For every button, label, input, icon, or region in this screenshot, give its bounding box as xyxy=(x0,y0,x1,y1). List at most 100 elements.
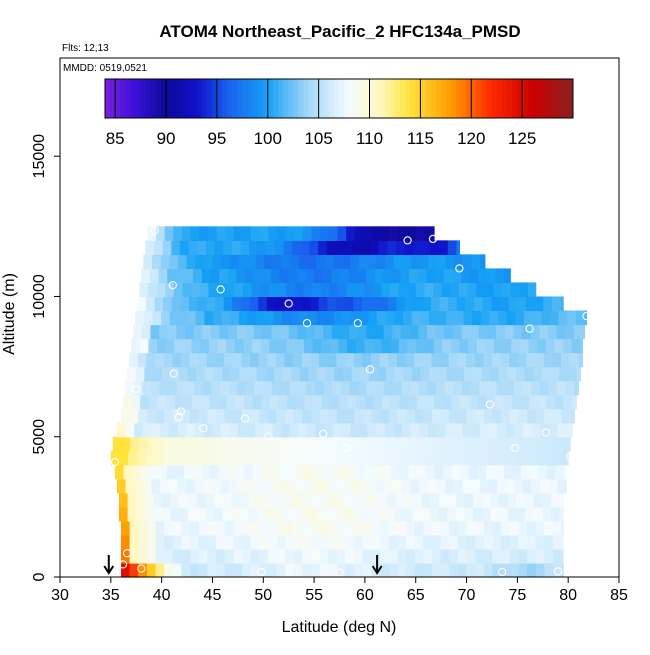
heatmap-cell xyxy=(322,268,332,284)
heatmap-cell xyxy=(509,534,519,550)
heatmap-cell xyxy=(190,520,200,536)
heatmap-cell xyxy=(353,296,363,312)
heatmap-cell xyxy=(313,464,323,480)
heatmap-cell xyxy=(406,562,416,578)
heatmap-cell xyxy=(362,520,373,536)
heatmap-cell xyxy=(336,562,347,578)
heatmap-cell xyxy=(481,366,491,382)
heatmap-cell xyxy=(216,520,226,536)
heatmap-cell xyxy=(496,324,506,340)
heatmap-cell xyxy=(349,324,359,340)
heatmap-cell xyxy=(327,352,338,368)
heatmap-cell xyxy=(470,380,480,396)
heatmap-cell xyxy=(280,380,290,396)
heatmap-cell xyxy=(531,422,541,438)
heatmap-cell xyxy=(242,436,252,452)
heatmap-cell xyxy=(205,506,215,522)
heatmap-cell xyxy=(437,254,447,270)
heatmap-cell xyxy=(414,520,424,536)
heatmap-cell xyxy=(465,296,475,312)
heatmap-cell xyxy=(121,436,131,452)
heatmap-cell xyxy=(164,520,174,536)
heatmap-cell xyxy=(468,394,478,410)
heatmap-cell xyxy=(395,506,405,522)
heatmap-cell xyxy=(278,394,288,410)
heatmap-cell xyxy=(552,520,563,536)
heatmap-cell xyxy=(396,352,407,368)
heatmap-cell xyxy=(112,436,123,452)
heatmap-cell xyxy=(371,408,381,424)
colorbar-swatch xyxy=(242,79,248,118)
heatmap-cell xyxy=(352,506,362,522)
heatmap-cell xyxy=(335,240,345,255)
heatmap-cell xyxy=(540,478,550,494)
y-tick-label: 10000 xyxy=(31,274,48,319)
heatmap-cell xyxy=(284,352,294,368)
heatmap-cell xyxy=(492,548,502,564)
heatmap-cell xyxy=(451,464,462,480)
colorbar-swatch xyxy=(456,79,462,118)
heatmap-cell xyxy=(336,548,347,564)
heatmap-cell xyxy=(156,282,166,298)
heatmap-cell xyxy=(384,478,394,494)
heatmap-cell xyxy=(356,394,366,410)
heatmap-cell xyxy=(433,338,443,354)
heatmap-cell xyxy=(457,562,468,578)
heatmap-cell xyxy=(171,240,181,255)
heatmap-cell xyxy=(440,408,450,424)
heatmap-cell xyxy=(371,352,381,368)
heatmap-cell xyxy=(416,394,426,410)
heatmap-cell xyxy=(250,408,260,424)
heatmap-cell xyxy=(474,352,484,368)
heatmap-cell xyxy=(285,520,295,536)
sample-point xyxy=(216,285,225,294)
heatmap-cell xyxy=(159,324,169,340)
heatmap-cell xyxy=(535,548,545,564)
heatmap-cell xyxy=(277,282,287,298)
heatmap-cell xyxy=(259,562,269,578)
heatmap-cell xyxy=(196,366,206,382)
heatmap-cell xyxy=(567,366,577,382)
heatmap-cell xyxy=(449,436,460,452)
heatmap-cell xyxy=(535,562,545,578)
colorbar-swatch xyxy=(364,79,371,118)
heatmap-cell xyxy=(515,366,526,382)
heatmap-cell xyxy=(485,394,496,410)
heatmap-cell xyxy=(529,394,539,410)
heatmap-cell xyxy=(333,254,343,270)
heatmap-cell xyxy=(454,254,464,270)
heatmap-cell xyxy=(138,436,149,452)
heatmap-cell xyxy=(172,352,182,368)
heatmap-cell xyxy=(426,268,436,284)
heatmap-cell xyxy=(285,548,295,564)
heatmap-cell xyxy=(442,394,452,410)
heatmap-cell xyxy=(442,338,452,354)
heatmap-cell xyxy=(561,408,571,424)
heatmap-cell xyxy=(283,506,293,522)
heatmap-cell xyxy=(440,352,450,368)
heatmap-cell xyxy=(236,268,246,284)
heatmap-cell xyxy=(151,254,162,270)
heatmap-cell xyxy=(567,310,577,326)
colorbar-swatch xyxy=(313,79,320,118)
heatmap-cell xyxy=(440,562,450,578)
heatmap-cell xyxy=(418,380,429,396)
heatmap-cell xyxy=(182,282,192,298)
heatmap-cell xyxy=(402,422,412,438)
heatmap-cell xyxy=(214,240,224,255)
heatmap-cell xyxy=(275,296,285,312)
heatmap-cell xyxy=(473,450,483,466)
heatmap-cell xyxy=(449,408,459,424)
heatmap-cell xyxy=(252,338,262,354)
heatmap-cell xyxy=(286,282,296,298)
colorbar-swatch xyxy=(333,79,340,118)
heatmap-cell xyxy=(367,422,377,438)
heatmap-cell xyxy=(413,296,423,312)
chart-title: ATOM4 Northeast_Pacific_2 HFC134a_PMSD xyxy=(159,22,520,41)
heatmap-cell xyxy=(509,562,519,578)
heatmap-cell xyxy=(251,436,261,452)
heatmap-cell xyxy=(363,436,373,452)
sample-point xyxy=(302,318,312,328)
heatmap-cell xyxy=(280,324,290,340)
heatmap-cell xyxy=(355,338,365,354)
